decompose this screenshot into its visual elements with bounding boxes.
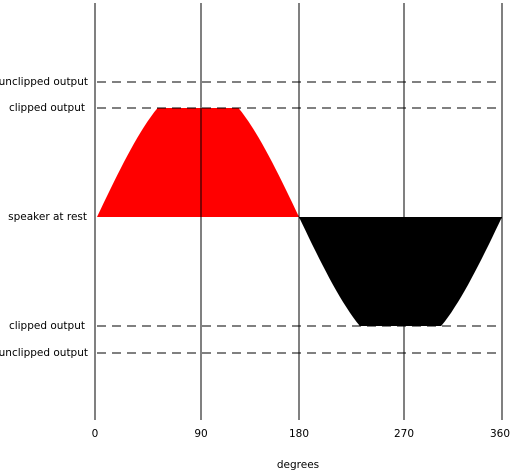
level-label: speaker at rest <box>8 211 87 223</box>
level-label: clipped output <box>9 102 85 114</box>
x-tick-label: 360 <box>490 428 510 440</box>
x-tick-label: 180 <box>289 428 309 440</box>
x-tick-label: 90 <box>194 428 207 440</box>
x-tick-label: 270 <box>394 428 414 440</box>
negative-half-clipped <box>299 217 502 326</box>
level-label: unclipped output <box>0 76 88 88</box>
grid <box>94 3 503 420</box>
level-label: unclipped output <box>0 347 88 359</box>
level-label: clipped output <box>9 320 85 332</box>
x-axis-label: degrees <box>277 459 319 471</box>
x-tick-label: 0 <box>92 428 99 440</box>
positive-half-clipped <box>97 108 299 217</box>
